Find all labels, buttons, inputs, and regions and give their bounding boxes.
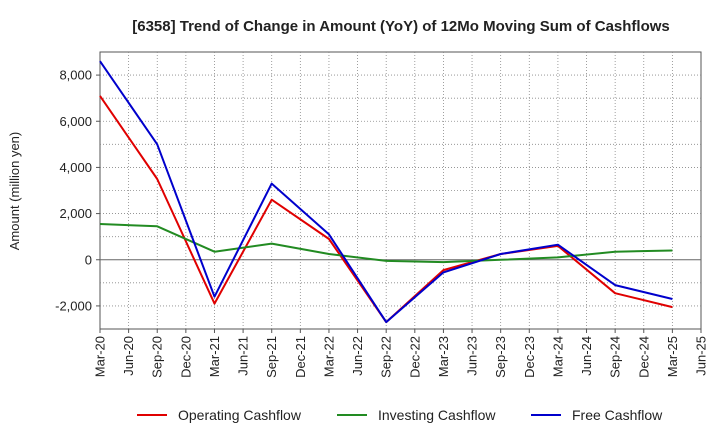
x-tick-label: Dec-21 [293, 336, 308, 378]
series-lines [99, 60, 673, 324]
chart-title: [6358] Trend of Change in Amount (YoY) o… [132, 18, 670, 35]
y-axis-ticks: -2,000 0 2,000 4,000 6,000 8,000 [55, 68, 100, 313]
y-tick-label: 6,000 [59, 114, 92, 129]
legend-label-operating-cashflow: Operating Cashflow [178, 407, 302, 423]
y-tick-label: 4,000 [59, 160, 92, 175]
y-tick-label: 0 [85, 252, 92, 267]
x-axis-ticks: Mar-20 Jun-20 Sep-20 Dec-20 Mar-21 Jun-21 Sep-… [93, 329, 709, 378]
x-tick-label: Dec-20 [178, 336, 193, 378]
x-tick-label: Sep-20 [150, 336, 165, 378]
x-tick-label: Jun-21 [236, 336, 251, 376]
y-tick-label: 2,000 [59, 206, 92, 221]
x-tick-label: Jun-22 [350, 336, 365, 376]
x-tick-label: Mar-23 [436, 336, 451, 377]
legend-label-free-cashflow: Free Cashflow [572, 407, 663, 423]
x-tick-label: Jun-23 [465, 336, 480, 376]
legend-label-investing-cashflow: Investing Cashflow [378, 407, 496, 423]
x-tick-label: Dec-22 [407, 336, 422, 378]
y-axis-label: Amount (million yen) [7, 132, 22, 251]
x-tick-label: Mar-25 [665, 336, 680, 377]
x-tick-label: Mar-20 [93, 336, 108, 377]
x-tick-label: Jun-25 [694, 336, 709, 376]
x-tick-label: Mar-21 [207, 336, 222, 377]
grid [100, 52, 701, 329]
x-tick-label: Dec-24 [636, 336, 651, 378]
legend: Operating Cashflow Investing Cashflow Free… [137, 407, 663, 423]
x-tick-label: Dec-23 [522, 336, 537, 378]
x-tick-label: Sep-22 [379, 336, 394, 378]
x-tick-label: Mar-24 [550, 336, 565, 377]
x-tick-label: Sep-21 [264, 336, 279, 378]
x-tick-label: Sep-23 [493, 336, 508, 378]
y-tick-label: -2,000 [55, 298, 92, 313]
y-tick-label: 8,000 [59, 68, 92, 83]
x-tick-label: Jun-20 [121, 336, 136, 376]
x-tick-label: Jun-24 [579, 336, 594, 376]
x-tick-label: Sep-24 [608, 336, 623, 378]
series-line-free-cashflow [99, 60, 673, 324]
x-tick-label: Mar-22 [321, 336, 336, 377]
